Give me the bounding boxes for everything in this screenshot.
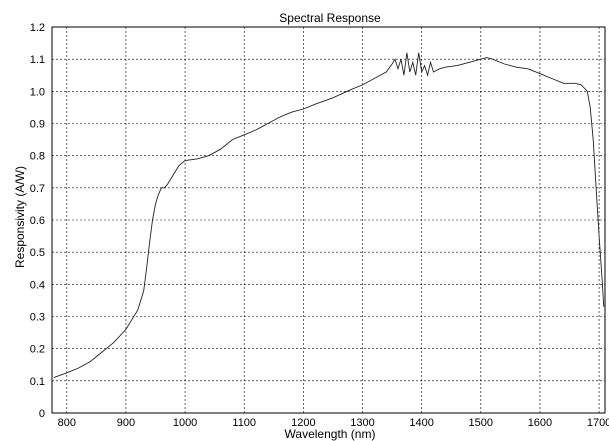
- y-tick-label: 0.9: [30, 119, 45, 131]
- y-tick-label: 0.4: [30, 279, 45, 291]
- x-tick-label: 1200: [291, 417, 315, 429]
- y-tick-label: 0.2: [30, 344, 45, 356]
- chart-title: Spectral Response: [279, 11, 381, 25]
- y-tick-label: 1.2: [30, 22, 45, 34]
- x-tick-label: 1500: [469, 417, 493, 429]
- y-axis-title: Responsivity (A/W): [13, 166, 27, 268]
- y-axis-ticks: 0 0.1 0.2 0.3 0.4 0.5 0.6 0.7 0.8 0.9 1.0 1.1 1.2: [30, 22, 45, 420]
- x-tick-label: 1600: [528, 417, 552, 429]
- series-line: [53, 52, 605, 379]
- x-axis-title: Wavelength (nm): [285, 427, 376, 441]
- grid-lines: [52, 27, 605, 413]
- y-tick-label: 0.3: [30, 312, 45, 324]
- y-tick-label: 1.1: [30, 54, 45, 66]
- series-group: [53, 52, 605, 379]
- x-tick-label: 800: [58, 417, 76, 429]
- x-axis-ticks: 800 900 1000 1100 1200 1300 1400 1500 1600 1700: [58, 417, 609, 429]
- x-tick-label: 1700: [587, 417, 609, 429]
- y-tick-label: 0.5: [30, 247, 45, 259]
- x-tick-label: 1300: [350, 417, 374, 429]
- y-tick-label: 0: [39, 408, 45, 420]
- x-tick-label: 1100: [232, 417, 256, 429]
- plot-frame: [51, 26, 606, 414]
- y-tick-label: 0.1: [30, 376, 45, 388]
- x-tick-label: 900: [117, 417, 135, 429]
- y-tick-label: 0.6: [30, 215, 45, 227]
- y-tick-label: 1.0: [30, 86, 45, 98]
- x-tick-label: 1000: [173, 417, 197, 429]
- y-tick-label: 0.8: [30, 151, 45, 163]
- x-tick-label: 1400: [409, 417, 433, 429]
- y-tick-label: 0.7: [30, 183, 45, 195]
